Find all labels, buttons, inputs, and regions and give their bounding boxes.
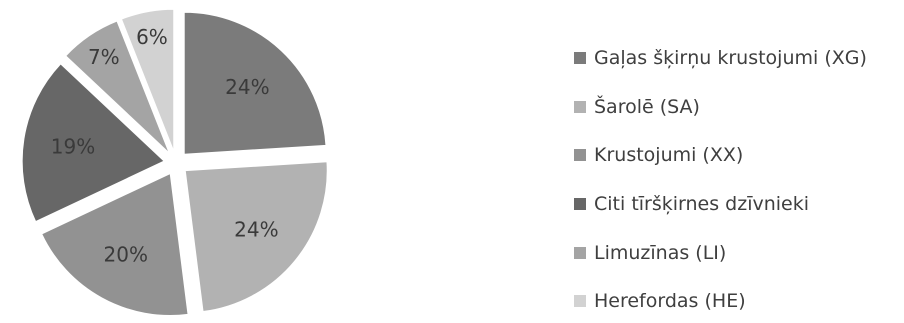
- legend-item: Herefordas (HE): [574, 277, 867, 323]
- slice-data-label: 24%: [225, 75, 269, 99]
- pie-slice: [184, 161, 328, 313]
- slice-data-label: 6%: [136, 25, 168, 49]
- legend-item: Krustojumi (XX): [574, 131, 867, 180]
- pie-slice: [21, 63, 166, 223]
- slice-data-label: 19%: [51, 135, 95, 159]
- pie-slice: [41, 172, 189, 317]
- legend-item: Gaļas šķirņu krustojumi (XG): [574, 34, 867, 83]
- legend-item: Limuzīnas (LI): [574, 228, 867, 277]
- legend-swatch: [574, 198, 586, 211]
- slice-data-label: 20%: [104, 242, 148, 266]
- legend-swatch: [574, 52, 586, 65]
- pie-plot-area: 24% 24% 20% 19% 7% 6%: [21, 8, 328, 317]
- pie-slice: [65, 20, 170, 154]
- legend-label: Herefordas (HE): [594, 290, 746, 313]
- legend-label: Šarolē (SA): [594, 95, 700, 118]
- legend-swatch: [574, 149, 586, 162]
- legend-swatch: [574, 246, 586, 259]
- legend-label: Gaļas šķirņu krustojumi (XG): [594, 47, 867, 70]
- legend-item: Citi tīršķirnes dzīvnieki: [574, 180, 867, 229]
- pie-slice: [120, 8, 175, 152]
- legend-label: Citi tīršķirnes dzīvnieki: [594, 193, 810, 216]
- legend: Gaļas šķirņu krustojumi (XG) Šarolē (SA) K…: [574, 34, 867, 323]
- legend-swatch: [574, 100, 586, 113]
- legend-swatch: [574, 295, 586, 308]
- legend-label: Krustojumi (XX): [594, 144, 744, 167]
- legend-label: Limuzīnas (LI): [594, 241, 727, 264]
- legend-item: Šarolē (SA): [574, 83, 867, 132]
- pie-slice: [183, 11, 327, 155]
- slice-data-label: 7%: [88, 45, 120, 69]
- slice-data-label: 24%: [234, 217, 278, 241]
